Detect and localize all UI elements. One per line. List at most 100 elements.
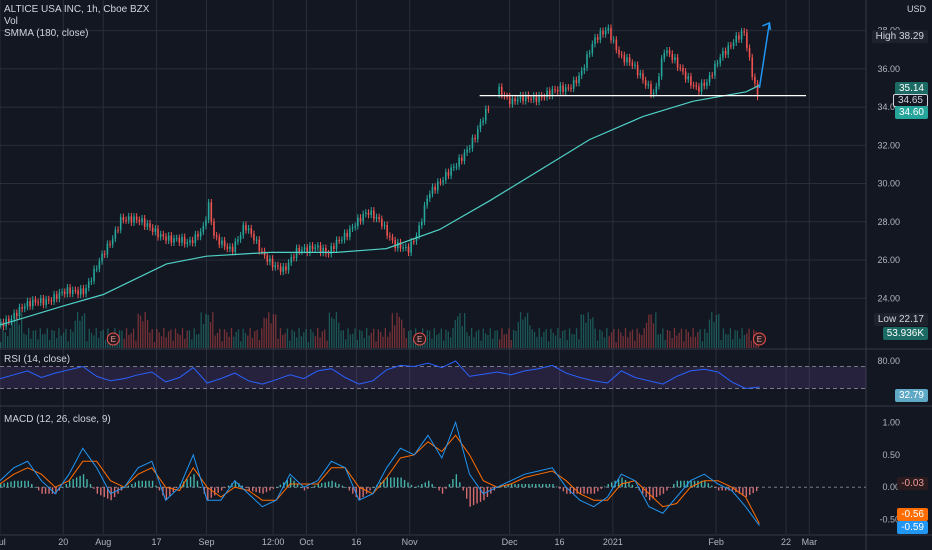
candle-body bbox=[77, 290, 79, 295]
macd-histogram-bar bbox=[348, 487, 351, 491]
macd-histogram-bar bbox=[134, 482, 137, 488]
candle-body bbox=[583, 67, 586, 71]
candle-body bbox=[314, 247, 317, 250]
candle-body bbox=[442, 180, 444, 183]
volume-bar bbox=[235, 331, 237, 348]
candle-body bbox=[586, 54, 588, 68]
candle-body bbox=[500, 86, 503, 96]
macd-signal-tag: -0.56 bbox=[897, 508, 928, 521]
volume-bar bbox=[526, 312, 529, 348]
candle-body bbox=[335, 239, 338, 249]
volume-bar bbox=[160, 336, 163, 348]
volume-bar bbox=[748, 328, 750, 348]
macd-histogram-bar bbox=[6, 482, 9, 488]
high-value: 38.29 bbox=[898, 31, 924, 42]
candle-body bbox=[130, 216, 133, 223]
low-label: Low bbox=[877, 314, 897, 325]
volume-bar bbox=[699, 329, 701, 348]
candle-body bbox=[223, 240, 226, 247]
volume-bar bbox=[228, 336, 230, 348]
macd-histogram-bar bbox=[314, 485, 316, 488]
volume-bar bbox=[298, 328, 300, 348]
candle-body bbox=[367, 212, 370, 215]
volume-bar bbox=[90, 332, 93, 348]
volume-bar bbox=[470, 328, 473, 348]
volume-bar bbox=[146, 320, 149, 348]
volume-bar bbox=[20, 312, 23, 348]
volume-bar bbox=[706, 332, 708, 348]
volume-bar bbox=[571, 333, 573, 348]
candle-body bbox=[615, 39, 618, 50]
macd-histogram-bar bbox=[407, 482, 409, 488]
candle-body bbox=[506, 96, 508, 98]
macd-histogram-bar bbox=[624, 479, 627, 488]
y-tick-label: 30.00 bbox=[877, 179, 900, 189]
volume-bar bbox=[697, 331, 699, 348]
volume-bar bbox=[445, 329, 447, 348]
candle-body bbox=[213, 221, 215, 236]
volume-bar bbox=[279, 328, 282, 348]
macd-histogram-bar bbox=[296, 483, 299, 488]
volume-bar bbox=[468, 336, 470, 348]
volume-bar bbox=[582, 314, 585, 348]
macd-histogram-bar bbox=[31, 483, 33, 488]
candle-body bbox=[426, 198, 428, 206]
volume-bar bbox=[209, 322, 212, 348]
volume-bar bbox=[587, 312, 589, 348]
volume-bar bbox=[547, 341, 550, 348]
candle-body bbox=[258, 239, 261, 252]
volume-bar bbox=[151, 329, 153, 348]
macd-histogram-bar bbox=[707, 483, 710, 488]
volume-bar bbox=[536, 336, 538, 348]
x-tick-label: 16 bbox=[351, 537, 361, 547]
volume-bar bbox=[296, 337, 298, 348]
volume-bar bbox=[585, 322, 587, 348]
volume-bar bbox=[58, 328, 60, 348]
candle-body bbox=[543, 97, 546, 99]
volume-bar bbox=[631, 329, 634, 348]
macd-histogram-bar bbox=[593, 487, 596, 494]
candle-body bbox=[655, 86, 658, 93]
x-tick-label: Dec bbox=[502, 537, 519, 547]
volume-bar bbox=[193, 328, 195, 348]
macd-histogram-bar bbox=[680, 480, 682, 488]
volume-bar bbox=[2, 329, 4, 348]
candle-body bbox=[423, 205, 426, 222]
volume-bar bbox=[51, 329, 53, 348]
macd-histogram-bar bbox=[327, 481, 330, 488]
macd-histogram-bar bbox=[628, 482, 630, 488]
volume-bar bbox=[391, 313, 393, 348]
macd-histogram-bar bbox=[13, 480, 16, 488]
macd-histogram-bar bbox=[717, 487, 720, 491]
macd-histogram-bar bbox=[331, 480, 333, 488]
volume-bar bbox=[102, 329, 104, 348]
volume-bar bbox=[268, 312, 270, 348]
macd-histogram-bar bbox=[559, 487, 561, 489]
volume-bar bbox=[377, 329, 380, 348]
volume-bar bbox=[258, 340, 261, 348]
candle-body bbox=[711, 75, 714, 77]
macd-histogram-bar bbox=[655, 487, 658, 497]
candle-body bbox=[351, 227, 354, 229]
volume-bar bbox=[662, 328, 664, 348]
candle-body bbox=[684, 71, 687, 80]
candle-body bbox=[690, 76, 692, 86]
candle-body bbox=[101, 253, 103, 262]
volume-bar bbox=[272, 314, 275, 348]
volume-bar bbox=[648, 314, 650, 348]
volume-bar bbox=[617, 328, 620, 348]
candle-body bbox=[234, 241, 237, 252]
candle-body bbox=[343, 232, 346, 240]
volume-bar bbox=[293, 331, 296, 348]
volume-bar bbox=[202, 324, 205, 348]
macd-histogram-bar bbox=[44, 487, 47, 494]
candle-body bbox=[706, 82, 708, 86]
macd-histogram-bar bbox=[155, 485, 157, 488]
candle-body bbox=[26, 301, 29, 307]
candle-body bbox=[173, 238, 175, 243]
candle-body bbox=[650, 84, 652, 95]
candle-body bbox=[194, 234, 197, 244]
volume-bar bbox=[125, 328, 128, 348]
candle-body bbox=[602, 31, 604, 35]
